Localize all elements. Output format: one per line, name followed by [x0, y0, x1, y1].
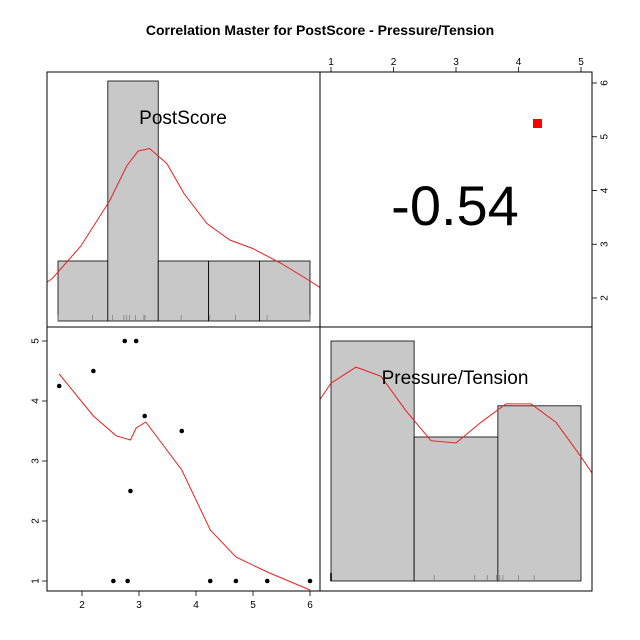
lowess-line	[58, 373, 311, 591]
scatter-point	[128, 488, 133, 494]
right-axis-tick-label: 3	[600, 241, 611, 247]
histogram-bar-2	[107, 80, 159, 322]
histogram-bar-3	[497, 405, 582, 582]
scatter-point	[264, 578, 270, 584]
scatter-point	[307, 578, 313, 584]
label-pressure-tension: Pressure/Tension	[382, 368, 529, 389]
histogram-bar-3	[157, 260, 210, 322]
correlation-value: -0.54	[391, 174, 519, 237]
label-postscore: PostScore	[139, 108, 227, 129]
scatter-point	[133, 338, 139, 344]
top-axis-tick-label: 1	[328, 57, 334, 68]
scatter-point	[91, 368, 96, 374]
top-axis-tick-label: 4	[516, 57, 522, 68]
y-axis-tick-label: 2	[31, 518, 42, 524]
top-axis-tick-label: 5	[578, 57, 584, 68]
right-axis-tick-label: 5	[600, 134, 611, 140]
scatter-point	[125, 578, 130, 584]
histogram-bar-1	[330, 340, 415, 582]
scatter-point	[111, 578, 116, 584]
histogram-bar-5	[259, 260, 311, 322]
significance-marker	[533, 119, 542, 128]
right-axis-tick-label: 4	[600, 187, 611, 193]
x-axis-tick-label: 6	[307, 600, 313, 611]
density-curve	[320, 366, 592, 474]
x-axis-tick-label: 2	[79, 600, 85, 611]
chart-title: Correlation Master for PostScore - Press…	[146, 22, 494, 38]
scatter-point	[179, 428, 185, 434]
right-axis-tick-label: 2	[600, 295, 611, 301]
panel-frame	[46, 326, 321, 592]
right-axis-tick-label: 6	[600, 80, 611, 86]
scatter-point	[122, 338, 128, 344]
y-axis-tick-label: 4	[31, 398, 42, 404]
y-axis-tick-label: 5	[31, 338, 42, 344]
x-axis-tick-label: 5	[250, 600, 256, 611]
scatter-point	[207, 578, 213, 584]
scatter-point	[56, 383, 62, 389]
panel-histogram-pressure-tension	[319, 326, 593, 592]
density-curve	[47, 147, 320, 289]
histogram-bar-2	[413, 436, 499, 582]
histogram-bar-4	[208, 260, 261, 322]
scatter-point	[142, 413, 147, 419]
panel-scatter: 2 3 4 5 6 1 2 3 4 5	[31, 326, 321, 611]
y-axis-tick-label: 3	[31, 458, 42, 464]
top-axis-tick-label: 3	[453, 57, 459, 68]
panel-frame	[319, 326, 593, 592]
x-axis-tick-label: 3	[136, 600, 142, 611]
x-axis-tick-label: 4	[193, 600, 199, 611]
top-axis-tick-label: 2	[391, 57, 397, 68]
histogram-bar-1	[57, 260, 109, 322]
y-axis-tick-label: 1	[31, 578, 42, 584]
scatter-point	[233, 578, 239, 584]
